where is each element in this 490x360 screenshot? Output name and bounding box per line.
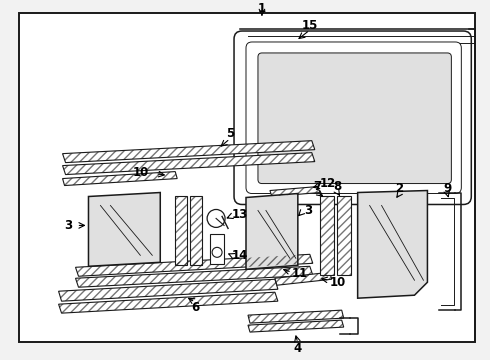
Text: 2: 2 [395,182,404,195]
Text: 5: 5 [226,127,234,140]
Polygon shape [63,172,177,185]
Polygon shape [89,193,160,266]
Bar [175,195,187,265]
Text: 3: 3 [304,204,312,217]
Polygon shape [59,292,278,313]
Bar [210,234,224,264]
Bar [190,195,202,265]
Polygon shape [63,153,315,175]
Text: 6: 6 [191,301,199,314]
Circle shape [212,247,222,257]
Polygon shape [75,254,313,276]
Bar [337,195,351,275]
Text: 14: 14 [232,249,248,262]
Text: 4: 4 [294,342,302,355]
Bar [337,195,351,275]
FancyBboxPatch shape [234,31,471,204]
Text: 10: 10 [330,276,346,289]
Text: 8: 8 [334,180,342,193]
FancyBboxPatch shape [258,53,451,184]
Polygon shape [275,272,332,285]
Polygon shape [246,194,298,269]
Text: 11: 11 [292,267,308,280]
Polygon shape [59,279,278,301]
Text: 13: 13 [232,208,248,221]
Text: 1: 1 [258,1,266,15]
Polygon shape [248,310,343,323]
Bar [190,195,202,265]
Bar [175,195,187,265]
Bar [320,195,334,275]
Polygon shape [75,266,313,287]
Text: 12: 12 [319,177,336,190]
Polygon shape [63,141,315,163]
Circle shape [207,210,225,228]
Text: 15: 15 [302,18,318,32]
Polygon shape [358,190,427,298]
Text: 3: 3 [65,219,73,232]
Polygon shape [248,320,343,332]
Text: 10: 10 [132,166,148,179]
Text: 7: 7 [314,180,322,193]
FancyBboxPatch shape [246,42,461,194]
Bar [320,195,334,275]
Text: 9: 9 [443,182,451,195]
Polygon shape [270,186,320,197]
